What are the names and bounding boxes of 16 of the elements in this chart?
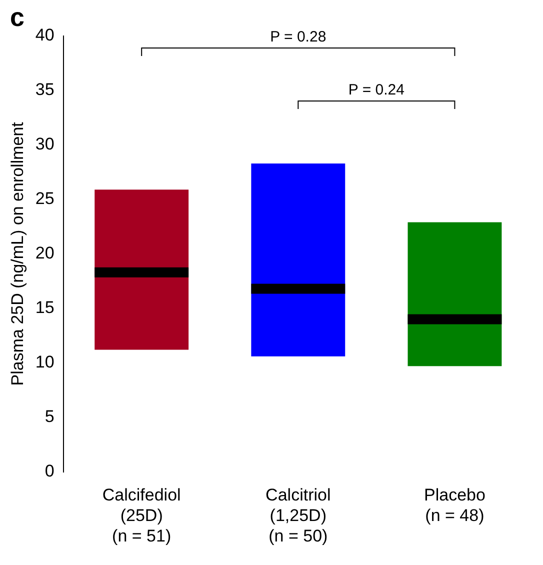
y-tick-label: 20 [35, 244, 54, 263]
y-axis-title: Plasma 25D (ng/mL) on enrollment [8, 122, 27, 386]
y-tick-label: 25 [35, 189, 54, 208]
y-tick-label: 35 [35, 80, 54, 100]
x-tick-label: Calcifediol (25D) (n = 51) [102, 486, 181, 546]
chart-title: c [10, 2, 24, 33]
y-tick-label: 40 [35, 26, 54, 45]
y-tick-label: 30 [35, 134, 54, 154]
y-tick-label: 5 [44, 407, 54, 426]
annotation: P = 0.24 [348, 82, 404, 99]
y-tick-label: 0 [44, 461, 54, 480]
y-tick-label: 15 [35, 298, 54, 318]
x-tick-label: Placebo (n = 48) [424, 486, 486, 526]
y-tick-label: 10 [35, 352, 54, 372]
annotation: P = 0.28 [270, 28, 326, 46]
x-tick-label: Calcitriol (1,25D) (n = 50) [266, 486, 331, 546]
